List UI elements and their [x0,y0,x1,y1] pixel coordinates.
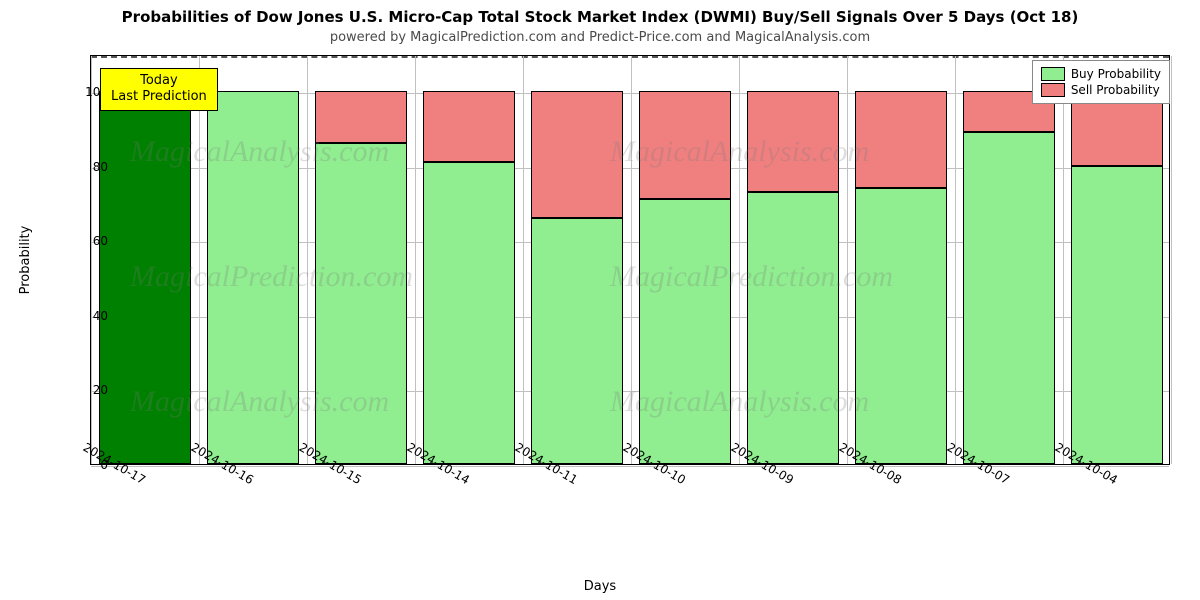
legend-swatch [1041,83,1065,97]
gridline-v [631,56,632,464]
y-tick-label: 40 [48,309,108,323]
legend-item: Sell Probability [1041,83,1161,97]
y-tick-label: 20 [48,383,108,397]
bar-buy-segment [99,106,192,464]
y-tick-label: 60 [48,234,108,248]
gridline-v [955,56,956,464]
bar [207,91,300,464]
bar [855,91,948,464]
bar-sell-segment [423,91,516,162]
bar [963,91,1056,464]
bar-buy-segment [1071,166,1164,464]
legend-swatch [1041,67,1065,81]
reference-dashed-line [91,56,1169,58]
bar-sell-segment [855,91,948,188]
gridline-h [91,466,1169,467]
chart-title: Probabilities of Dow Jones U.S. Micro-Ca… [0,8,1200,26]
gridline-v [523,56,524,464]
bar [1071,91,1164,464]
legend-item: Buy Probability [1041,67,1161,81]
annotation-line-1: Today [111,73,207,89]
legend-label: Sell Probability [1071,83,1160,97]
legend-label: Buy Probability [1071,67,1161,81]
gridline-v [1063,56,1064,464]
bar-buy-segment [207,91,300,464]
y-tick-label: 100 [48,85,108,99]
bar [639,91,732,464]
bar-sell-segment [747,91,840,192]
chart-subtitle: powered by MagicalPrediction.com and Pre… [0,30,1200,45]
y-tick-label: 80 [48,160,108,174]
bar-sell-segment [315,91,408,143]
bar-buy-segment [315,143,408,464]
legend: Buy Probability Sell Probability [1032,60,1170,104]
plot-area [90,55,1170,465]
bar-buy-segment [855,188,948,464]
gridline-v [739,56,740,464]
gridline-v [1171,56,1172,464]
bar [531,91,624,464]
gridline-v [91,56,92,464]
bar-buy-segment [639,199,732,464]
today-annotation: Today Last Prediction [100,68,218,111]
bar-buy-segment [747,192,840,464]
bar [99,91,192,464]
y-axis-label: Probability [18,226,33,295]
annotation-line-2: Last Prediction [111,89,207,105]
bar [423,91,516,464]
bar-sell-segment [639,91,732,199]
gridline-v [847,56,848,464]
bar-sell-segment [531,91,624,218]
gridline-v [199,56,200,464]
bar [315,91,408,464]
x-axis-label: Days [0,579,1200,594]
gridline-v [415,56,416,464]
gridline-v [307,56,308,464]
bar [747,91,840,464]
bar-buy-segment [423,162,516,464]
chart-container: Probabilities of Dow Jones U.S. Micro-Ca… [0,0,1200,600]
bar-buy-segment [963,132,1056,464]
